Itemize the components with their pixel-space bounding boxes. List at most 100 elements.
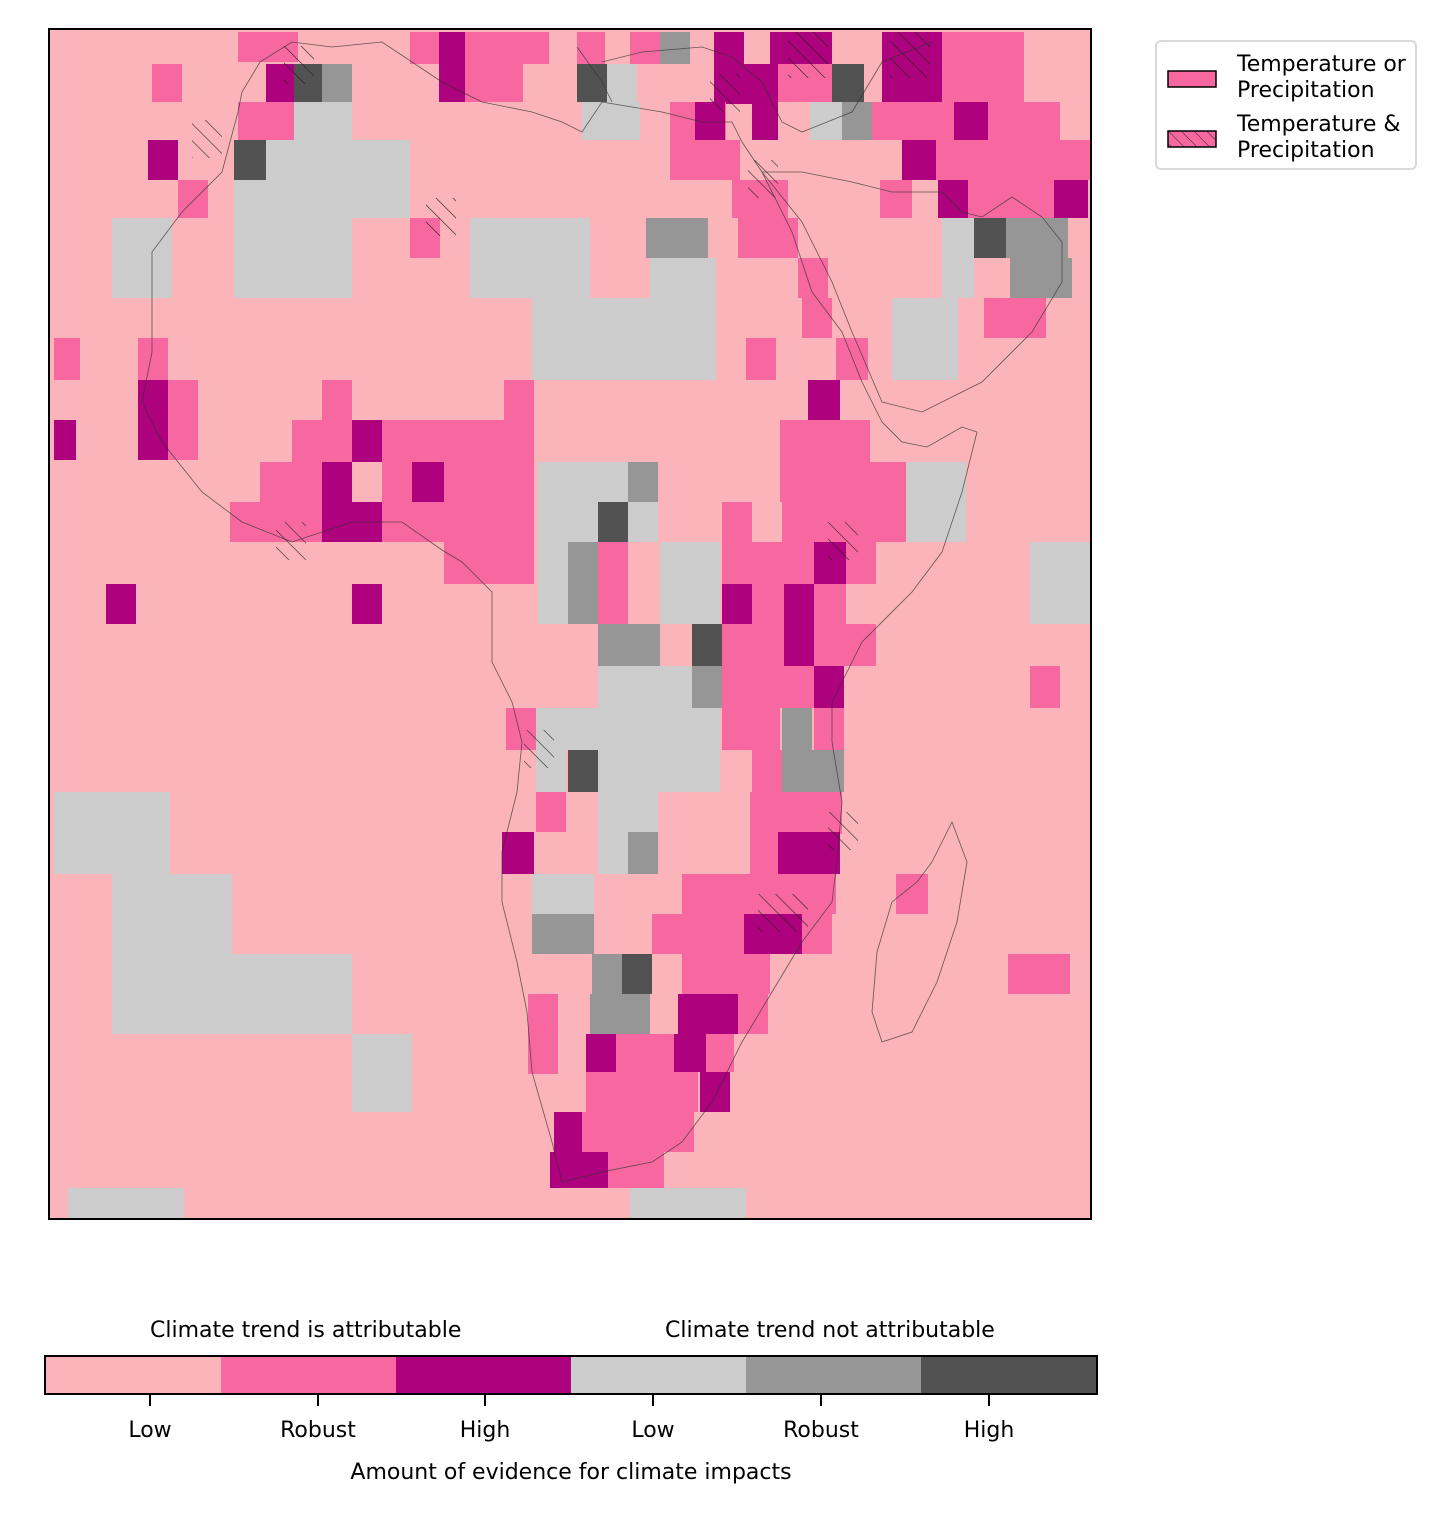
grid-cell bbox=[598, 624, 660, 666]
grid-cell bbox=[68, 1188, 184, 1218]
colorbar-segment bbox=[396, 1357, 571, 1393]
grid-cell bbox=[294, 102, 352, 140]
legend-swatch-solid bbox=[1167, 70, 1217, 88]
grid-cell bbox=[352, 1034, 412, 1112]
grid-cell bbox=[554, 1112, 582, 1152]
grid-cell bbox=[1030, 542, 1090, 624]
colorbar-tick bbox=[317, 1394, 319, 1406]
grid-cell bbox=[780, 462, 906, 502]
grid-cell bbox=[880, 180, 912, 218]
coastline bbox=[141, 41, 1063, 1183]
grid-cell bbox=[598, 832, 628, 874]
grid-cell bbox=[538, 502, 598, 542]
grid-cell bbox=[322, 64, 352, 102]
grid-cell bbox=[752, 64, 778, 140]
grid-cell bbox=[266, 140, 410, 180]
grid-cell bbox=[352, 584, 382, 624]
grid-cell bbox=[138, 380, 168, 422]
colorbar-tick-label: Robust bbox=[280, 1418, 356, 1443]
grid-cell bbox=[382, 462, 412, 502]
grid-cell bbox=[836, 338, 868, 380]
grid-cell bbox=[234, 180, 410, 218]
grid-cell bbox=[968, 180, 1054, 218]
grid-cell bbox=[814, 624, 876, 666]
colorbar-tick-label: Low bbox=[631, 1418, 675, 1443]
grid-cell bbox=[722, 624, 784, 666]
colorbar-title-attributable: Climate trend is attributable bbox=[150, 1318, 462, 1343]
grid-cell bbox=[504, 380, 534, 420]
grid-cell bbox=[842, 102, 872, 140]
grid-cell bbox=[568, 542, 598, 624]
grid-cell bbox=[439, 32, 465, 102]
grid-cell bbox=[598, 792, 658, 834]
grid-cell bbox=[682, 954, 770, 994]
grid-cell bbox=[106, 584, 136, 624]
grid-cell bbox=[630, 1188, 746, 1218]
grid-cell bbox=[112, 954, 352, 1034]
grid-cell bbox=[628, 462, 658, 502]
grid-cell bbox=[178, 180, 208, 218]
grid-cell bbox=[238, 102, 294, 140]
legend-label-line2: Precipitation bbox=[1237, 78, 1375, 103]
grid-cell bbox=[352, 462, 382, 502]
grid-cell bbox=[322, 462, 352, 542]
hatched-cell bbox=[426, 198, 456, 236]
grid-cell bbox=[896, 874, 928, 914]
grid-cell bbox=[706, 1034, 734, 1072]
grid-cell bbox=[582, 102, 640, 140]
grid-cell bbox=[607, 64, 637, 102]
map-panel bbox=[48, 28, 1092, 1220]
grid-cell bbox=[536, 708, 720, 750]
grid-cell bbox=[322, 380, 352, 420]
hatched-cells bbox=[192, 32, 930, 932]
grid-cell bbox=[832, 64, 864, 102]
grid-cell bbox=[892, 298, 958, 380]
grid-cell bbox=[692, 624, 722, 666]
grid-cell bbox=[234, 218, 352, 298]
grid-cell bbox=[738, 218, 798, 258]
colorbar-tick bbox=[820, 1394, 822, 1406]
grid-cell bbox=[54, 420, 76, 460]
grid-cell bbox=[622, 954, 652, 994]
grid-cell bbox=[810, 102, 842, 140]
grid-cell bbox=[582, 1112, 694, 1152]
grid-cell bbox=[586, 1072, 698, 1112]
colorbar-segment bbox=[571, 1357, 746, 1393]
colorbar-segment bbox=[46, 1357, 221, 1393]
grid-cell bbox=[616, 1034, 674, 1072]
grid-cell bbox=[410, 32, 440, 64]
grid-cell bbox=[784, 584, 814, 666]
legend-label-hatched: Temperature & Precipitation bbox=[1237, 112, 1401, 164]
grid-cell bbox=[974, 218, 1006, 258]
grid-cell bbox=[670, 140, 740, 180]
grid-cell bbox=[550, 1152, 608, 1188]
grid-cell bbox=[722, 666, 814, 708]
grid-cell bbox=[168, 420, 198, 460]
grid-cell bbox=[382, 420, 534, 462]
hatched-cell bbox=[284, 46, 314, 84]
hatched-cell bbox=[748, 160, 778, 198]
grid-cell bbox=[382, 502, 534, 542]
grid-cell bbox=[532, 874, 594, 914]
colorbar-tick bbox=[652, 1394, 654, 1406]
legend-label-line1: Temperature & bbox=[1237, 112, 1401, 137]
grid-cell bbox=[722, 708, 780, 750]
grid-cell bbox=[1030, 666, 1060, 708]
hatched-cell bbox=[828, 812, 858, 850]
grid-cell bbox=[674, 1034, 706, 1072]
legend-swatch-hatched bbox=[1167, 130, 1217, 148]
grid-cell bbox=[752, 584, 784, 624]
hatched-cell bbox=[276, 522, 306, 560]
colorbar-tick-label: Low bbox=[128, 1418, 172, 1443]
hatched-cell bbox=[710, 74, 740, 112]
grid-cell bbox=[138, 420, 168, 460]
grid-cell bbox=[465, 64, 523, 102]
grid-cell bbox=[906, 462, 966, 542]
grid-cell bbox=[750, 792, 842, 834]
grid-cell bbox=[590, 994, 650, 1034]
grid-cell bbox=[660, 32, 690, 64]
grid-cell bbox=[470, 218, 590, 298]
grid-cell bbox=[722, 542, 814, 584]
grid-cell bbox=[577, 32, 605, 64]
hatched-cell bbox=[828, 522, 858, 560]
